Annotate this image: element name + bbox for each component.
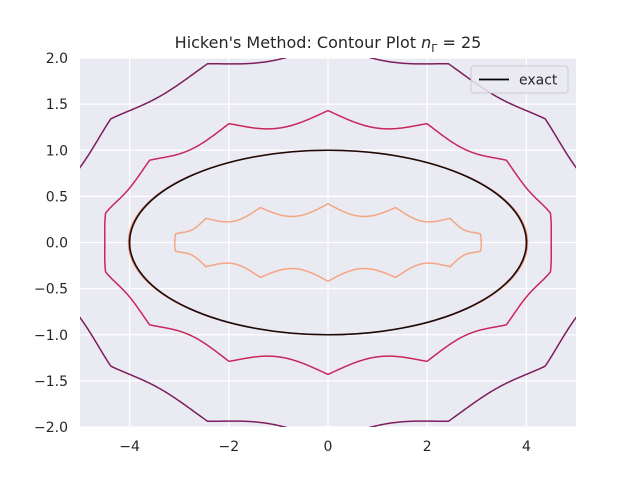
contour-line-3 — [103, 109, 553, 376]
y-tick-label: 0.5 — [46, 189, 68, 205]
y-tick-label: 2.0 — [46, 51, 68, 67]
grid-lines — [80, 57, 576, 428]
legend-box — [470, 65, 569, 94]
contour-layer — [80, 58, 576, 427]
x-tick-label: 0 — [324, 439, 333, 455]
y-tick-label: 0.0 — [46, 236, 68, 252]
exact-ellipse — [128, 149, 528, 336]
y-tick-label: 1.5 — [46, 97, 68, 113]
contour-line-4 — [80, 58, 576, 427]
x-tick-label: 2 — [423, 439, 432, 455]
x-tick-label: −4 — [119, 439, 140, 455]
y-tick-label: 1.0 — [46, 143, 68, 159]
chart-title: Hicken's Method: Contour Plot nΓ = 25 — [175, 33, 482, 55]
axes: −4 −2 0 2 4 −2.0 −1.5 −1.0 −0.5 0.0 0.5 1.0 1.5 2.0 — [34, 51, 531, 455]
x-tick-label: 4 — [522, 439, 531, 455]
y-tick-label: −1.0 — [34, 328, 68, 344]
legend-label: exact — [519, 73, 558, 89]
contour-line-1 — [173, 202, 483, 283]
y-tick-label: −0.5 — [34, 282, 68, 298]
y-tick-label: −2.0 — [34, 420, 68, 436]
legend: exact — [470, 65, 569, 94]
y-tick-label: −1.5 — [34, 374, 68, 390]
x-tick-label: −2 — [218, 439, 239, 455]
